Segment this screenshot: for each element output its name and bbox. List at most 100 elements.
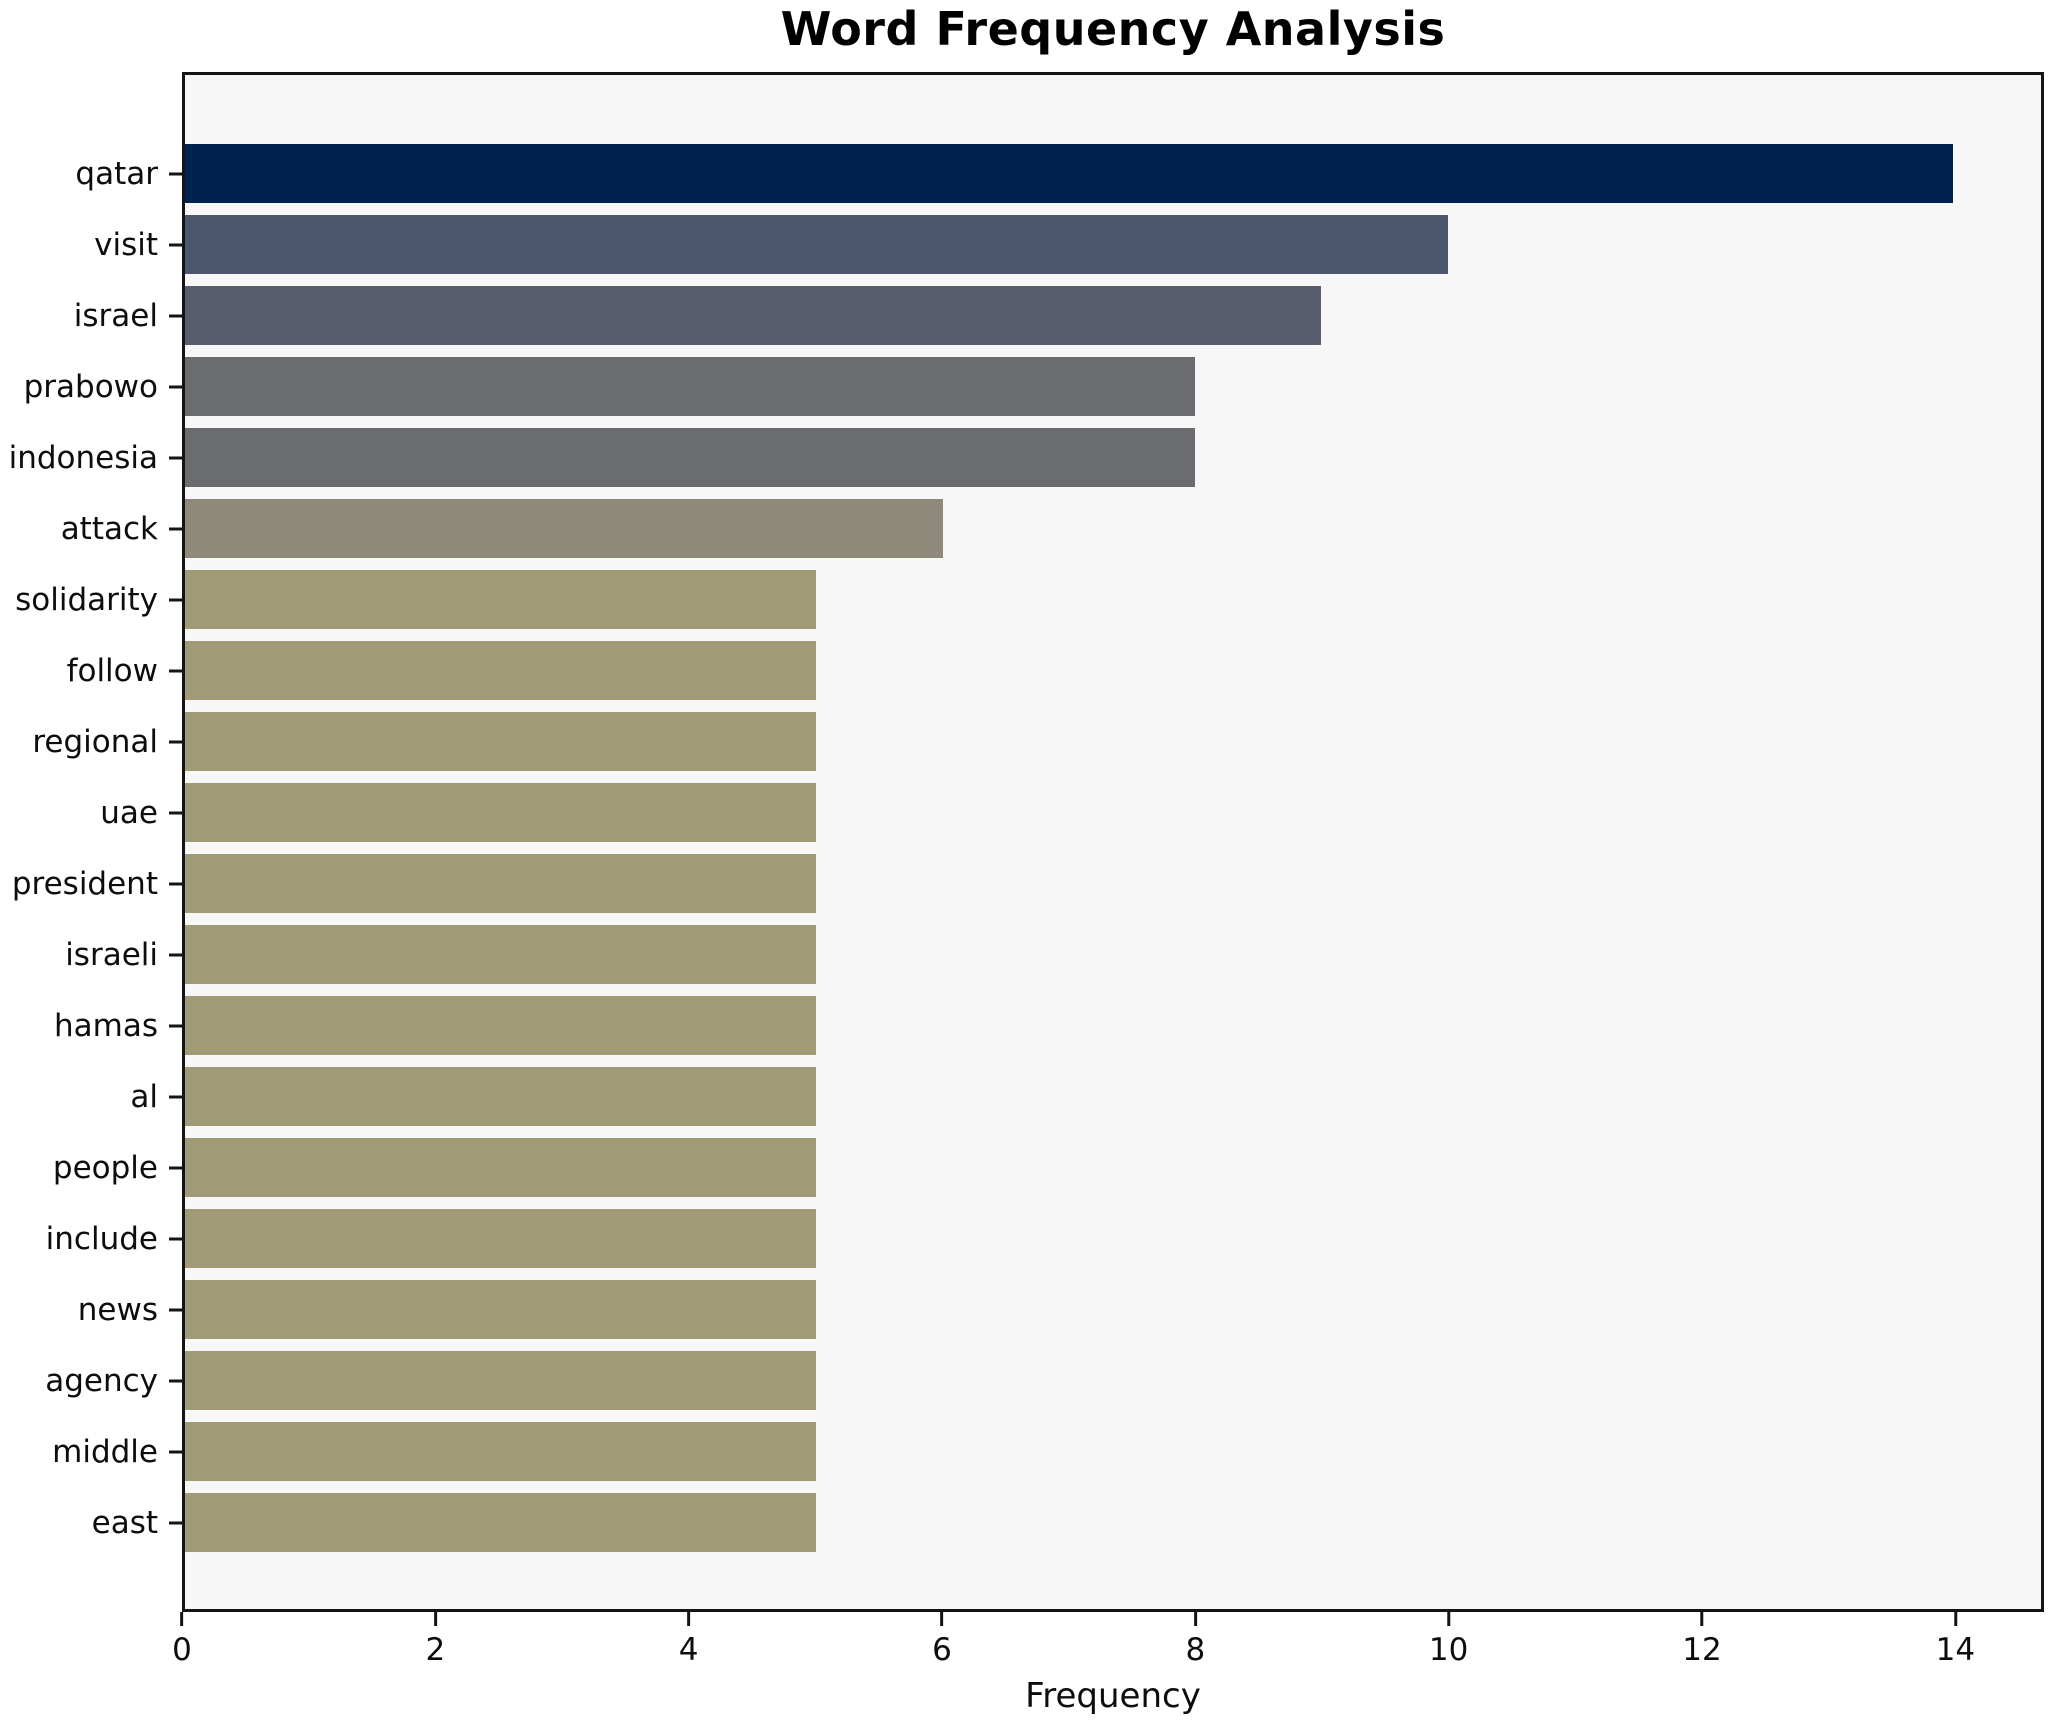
y-tick-mark	[169, 456, 182, 459]
plot-area: qatar visit israel prabowo indonesia attack so…	[9, 72, 2044, 1612]
y-tick-mark	[169, 1308, 182, 1311]
y-tick-label: follow	[66, 652, 158, 689]
y-tick-label: israeli	[65, 936, 158, 973]
bar	[185, 215, 1448, 274]
x-tick-label: 14	[1935, 1632, 1976, 1668]
y-tick-label: qatar	[75, 155, 158, 192]
y-tick-label: president	[11, 865, 158, 902]
x-axis: 0 2 4 6 8 10 12 14	[172, 1612, 2044, 1692]
bar-row: attack	[61, 493, 2041, 564]
x-tick-mark	[1447, 1612, 1451, 1626]
x-tick: 8	[1185, 1612, 1205, 1668]
bar-row: news	[78, 1274, 2041, 1345]
bar	[185, 1138, 817, 1197]
bar-row: prabowo	[24, 351, 2041, 422]
y-tick-mark	[169, 882, 182, 885]
bar-row: israeli	[65, 919, 2041, 990]
bar	[185, 428, 1196, 487]
bar	[185, 1422, 817, 1481]
x-tick-mark	[940, 1612, 944, 1626]
x-tick-mark	[433, 1612, 437, 1626]
bar-row: follow	[67, 635, 2041, 706]
y-tick-mark	[169, 1024, 182, 1027]
y-tick-mark	[169, 1237, 182, 1240]
y-tick-label: east	[91, 1504, 158, 1541]
bar	[185, 286, 1322, 345]
y-tick-mark	[169, 1450, 182, 1453]
y-tick-label: al	[130, 1078, 158, 1115]
bars-container: qatar visit israel prabowo indonesia attack so…	[9, 138, 2041, 1558]
y-tick-label: uae	[100, 794, 158, 831]
x-tick: 12	[1682, 1612, 1722, 1668]
bar-row: president	[12, 848, 2041, 919]
y-tick-label: include	[45, 1220, 158, 1257]
y-tick-mark	[169, 1095, 182, 1098]
bar-row: qatar	[75, 138, 2041, 209]
bar-row: include	[46, 1203, 2041, 1274]
y-tick-mark	[169, 953, 182, 956]
bar-row: israel	[74, 280, 2041, 351]
bar	[185, 1280, 817, 1339]
bar-row: people	[53, 1132, 2041, 1203]
y-tick-mark	[169, 385, 182, 388]
bar	[185, 996, 817, 1055]
y-tick-label: prabowo	[23, 368, 158, 405]
y-tick-mark	[169, 314, 182, 317]
x-axis-title: Frequency	[1025, 1676, 1201, 1716]
bar-row: east	[92, 1487, 2041, 1558]
x-tick-label: 2	[425, 1632, 446, 1668]
bar-row: solidarity	[15, 564, 2041, 635]
bar-row: agency	[45, 1345, 2041, 1416]
x-tick-label: 4	[678, 1632, 699, 1668]
x-tick-label: 0	[172, 1632, 192, 1668]
y-tick-label: people	[52, 1149, 158, 1186]
y-tick-label: visit	[94, 226, 158, 263]
y-tick-label: news	[77, 1291, 158, 1328]
bar-row: middle	[52, 1416, 2041, 1487]
y-tick-mark	[169, 740, 182, 743]
y-tick-label: israel	[73, 297, 158, 334]
y-tick-label: regional	[32, 723, 158, 760]
y-tick-mark	[169, 172, 182, 175]
x-tick: 14	[1936, 1612, 1975, 1668]
x-tick: 10	[1429, 1612, 1468, 1668]
y-tick-mark	[169, 1521, 182, 1524]
x-tick-mark	[1700, 1612, 1704, 1626]
bar	[185, 570, 817, 629]
bar	[185, 144, 1953, 203]
y-tick-label: attack	[60, 510, 158, 547]
bar	[185, 1209, 817, 1268]
x-tick-mark	[1193, 1612, 1197, 1626]
y-tick-mark	[169, 1379, 182, 1382]
bar	[185, 357, 1196, 416]
y-tick-label: hamas	[54, 1007, 158, 1044]
bar-row: hamas	[54, 990, 2041, 1061]
y-tick-label: agency	[45, 1362, 158, 1399]
y-tick-mark	[169, 1166, 182, 1169]
y-tick-mark	[169, 243, 182, 246]
y-tick-mark	[169, 598, 182, 601]
bar	[185, 783, 817, 842]
y-tick-label: indonesia	[8, 439, 158, 476]
x-tick-label: 12	[1682, 1632, 1722, 1668]
y-tick-mark	[169, 811, 182, 814]
x-tick-label: 10	[1428, 1632, 1469, 1668]
bar-row: indonesia	[9, 422, 2041, 493]
bar-row: al	[130, 1061, 2041, 1132]
bar	[185, 1067, 817, 1126]
bar	[185, 641, 817, 700]
x-tick-mark	[1953, 1612, 1957, 1626]
bar	[185, 1493, 817, 1552]
x-tick-label: 8	[1185, 1632, 1206, 1668]
bar	[185, 1351, 817, 1410]
y-tick-mark	[169, 669, 182, 672]
bar	[185, 712, 817, 771]
bar	[185, 925, 817, 984]
y-tick-label: middle	[52, 1433, 158, 1470]
x-tick-mark	[687, 1612, 691, 1626]
y-tick-label: solidarity	[15, 581, 158, 618]
bar-row: uae	[100, 777, 2041, 848]
x-tick-mark	[180, 1612, 184, 1626]
bar-row: regional	[32, 706, 2041, 777]
